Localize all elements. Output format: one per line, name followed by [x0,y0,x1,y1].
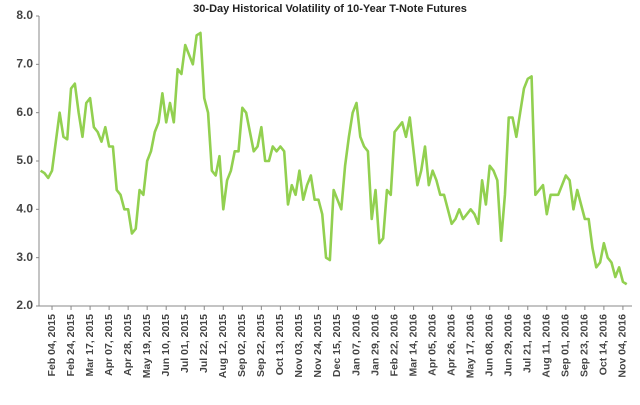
x-tick-label: Jul 01, 2015 [179,314,191,373]
x-tick-label: Sep 01, 2016 [560,314,572,377]
x-tick-label: Sep 02, 2015 [236,314,248,377]
x-tick-label: May 19, 2015 [141,314,153,378]
x-tick-label: Feb 22, 2016 [388,314,400,377]
x-tick-label: Oct 14, 2016 [598,314,610,375]
x-tick-label: Dec 15, 2015 [331,314,343,377]
y-tick-label: 4.0 [16,202,33,216]
x-tick-label: Nov 03, 2015 [293,314,305,378]
x-tick-label: Apr 05, 2016 [426,314,438,376]
x-tick-label: Oct 13, 2015 [274,314,286,375]
y-tick-label: 6.0 [16,105,33,119]
x-tick-label: Sep 22, 2015 [255,314,267,377]
x-tick-label: Apr 07, 2015 [103,314,115,376]
y-tick-label: 5.0 [16,153,33,167]
x-tick-label: Aug 11, 2016 [541,314,553,378]
x-tick-label: Jun 10, 2015 [160,314,172,377]
x-tick-label: Jul 22, 2015 [198,314,210,373]
chart-title: 30-Day Historical Volatility of 10-Year … [193,3,467,15]
y-tick-label: 8.0 [16,8,33,22]
x-tick-label: Jul 21, 2016 [522,314,534,373]
y-tick-label: 2.0 [16,298,33,312]
x-tick-label: May 17, 2016 [464,314,476,378]
x-tick-label: Mar 17, 2015 [84,314,96,377]
x-tick-label: Jun 29, 2016 [503,314,515,377]
x-tick-label: Sep 23, 2016 [579,314,591,377]
x-tick-label: Feb 04, 2015 [46,314,58,377]
x-tick-label: Jan 07, 2016 [350,314,362,376]
y-tick-label: 7.0 [16,57,33,71]
x-tick-label: Nov 24, 2015 [312,314,324,378]
x-tick-label: Jan 29, 2016 [369,314,381,376]
x-tick-label: Nov 04, 2016 [617,314,629,378]
x-tick-label: Apr 26, 2016 [445,314,457,376]
x-tick-label: Mar 14, 2016 [407,314,419,377]
x-tick-label: Aug 12, 2015 [217,314,229,378]
y-tick-label: 3.0 [16,250,33,264]
x-tick-label: Jun 08, 2016 [483,314,495,377]
x-tick-label: Apr 28, 2015 [122,314,134,376]
x-tick-label: Feb 24, 2015 [65,314,77,377]
data-line [39,31,628,286]
